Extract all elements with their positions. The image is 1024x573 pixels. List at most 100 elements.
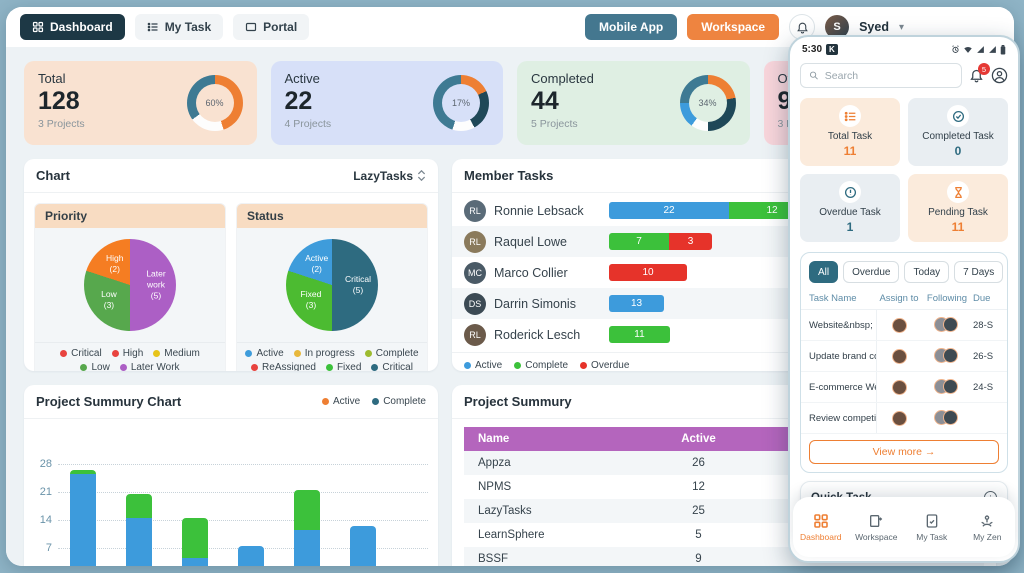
phone-task-followers [921,317,973,333]
bar [126,494,152,566]
legend-label: Low [91,362,110,371]
phone-task-row[interactable]: E-commerce Websit... 24-S [801,372,1007,403]
phone-table-header-cell: Task Name [809,293,857,304]
pie-slice-label: Low (3) [101,289,117,311]
phone-tile-total-task[interactable]: Total Task 11 [800,98,900,166]
status-chart-card: Status Critical (5) Fixed (3) Active (2) Acti… [236,203,428,371]
view-more-button[interactable]: View more → [809,440,999,464]
member-task-row[interactable]: RL Roderick Lesch 11 [452,319,996,350]
gridline [58,520,428,521]
table-cell: BSSF [464,547,641,566]
phone-nav-my-zen[interactable]: My Zen [960,513,1016,542]
phone-tile-value: 11 [843,144,857,158]
phone-task-row[interactable]: Website&nbsp; hom... 28-S [801,310,1007,341]
stat-card-total[interactable]: Total 128 3 Projects 60% [24,61,257,145]
workspace-button[interactable]: Workspace [687,14,780,40]
chart-panel-title: Chart [36,168,70,183]
filter-tab-7-days[interactable]: 7 Days [954,261,1004,283]
bar-segment-active [294,530,320,566]
signal-icon [977,46,984,53]
legend-dot [251,364,259,371]
bar-segment-active [182,558,208,566]
legend-dot [60,350,68,357]
legend-label: Active [256,348,284,359]
user-name[interactable]: Syed [859,20,889,34]
phone-tile-pending-task[interactable]: Pending Task 11 [908,174,1008,242]
member-legend-item: Overdue [580,360,629,371]
phone-table-header-cell: Assign to [879,293,919,304]
task-bar-segment: 10 [609,264,687,281]
member-task-bars: 13 [609,295,664,312]
member-task-row[interactable]: MC Marco Collier 10 [452,257,996,288]
gridline [58,464,428,465]
priority-legend-item: Critical [60,348,102,359]
gridline [58,492,428,493]
member-name: Raquel Lowe [494,234,567,249]
column-divider [876,372,877,402]
legend-label: Critical [382,362,413,371]
legend-dot [245,350,253,357]
status-legend-item: Critical [371,362,413,371]
workspace-icon [868,513,884,529]
follower-avatars [934,410,960,426]
stat-donut-percent: 34% [688,84,727,122]
notification-count-badge: 5 [978,63,990,75]
nav-tab-dashboard[interactable]: Dashboard [20,14,125,40]
member-avatar: MC [464,261,486,284]
phone-search-input[interactable] [800,63,962,88]
stat-donut-percent: 17% [442,84,480,122]
member-legend-item: Complete [514,360,568,371]
list-icon [147,21,159,33]
account-icon[interactable] [991,67,1008,84]
stat-projects: 5 Projects [531,118,578,130]
follower-avatars [934,317,960,333]
phone-nav-my-task[interactable]: My Task [904,513,960,542]
bar-segment-active [350,526,376,566]
bar [238,546,264,566]
phone-task-followers [921,379,973,395]
member-name: Ronnie Lebsack [494,203,584,218]
mobile-app-button[interactable]: Mobile App [585,14,678,40]
table-cell: 26 [640,451,757,475]
pie-slice-label: Later work (5) [146,268,166,301]
stat-projects: 3 Projects [38,118,85,130]
phone-tile-overdue-task[interactable]: Overdue Task 1 [800,174,900,242]
follower-avatars [934,379,960,395]
phone-task-row[interactable]: Update brand colors ... 26-S [801,341,1007,372]
grid-icon [813,513,829,529]
pie-slice-label: Active (2) [305,252,329,274]
table-cell: 9 [640,547,757,566]
legend-label: Medium [164,348,200,359]
filter-tab-all[interactable]: All [809,261,839,283]
stat-card-active[interactable]: Active 22 4 Projects 17% [270,61,503,145]
member-name: Darrin Simonis [494,296,576,311]
assignee-avatar [891,348,907,364]
table-cell: NPMS [478,481,512,493]
stat-donut-chart: 17% [433,75,489,131]
column-divider [876,341,877,371]
alarm-icon [952,45,959,53]
legend-dot [80,364,88,371]
stat-card-completed[interactable]: Completed 44 5 Projects 34% [517,61,750,145]
phone-search-field[interactable] [824,69,953,82]
phone-stat-tiles: Total Task 11 Completed Task 0 Overdue Task 1… [790,90,1018,244]
phone-tile-completed-task[interactable]: Completed Task 0 [908,98,1008,166]
bar [70,470,96,566]
chevron-down-icon[interactable]: ▾ [898,21,904,33]
phone-notification-bell-icon[interactable]: 5 [969,63,990,83]
phone-nav-workspace[interactable]: Workspace [849,513,905,542]
follower-avatar [943,317,958,332]
task-bar-segment: 11 [609,326,670,343]
phone-task-row[interactable]: Review competitor a... [801,403,1007,434]
filter-tab-overdue[interactable]: Overdue [843,261,900,283]
phone-nav-dashboard[interactable]: Dashboard [793,513,849,542]
grid-icon [32,21,44,33]
nav-tab-portal[interactable]: Portal [233,14,310,40]
filter-tab-today[interactable]: Today [904,261,950,283]
stat-value: 22 [284,87,313,115]
project-summary-title: Project Summury [464,394,572,409]
project-selector[interactable]: LazyTasks [353,169,426,183]
legend-label: Active [475,360,503,371]
member-avatar: RL [464,199,486,222]
nav-tab-my-task[interactable]: My Task [134,14,224,40]
